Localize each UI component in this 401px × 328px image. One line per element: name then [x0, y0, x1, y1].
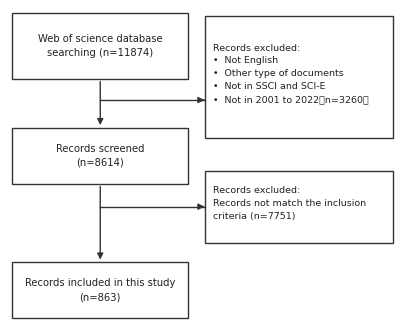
Text: Records included in this study
(n=863): Records included in this study (n=863): [25, 278, 176, 302]
FancyBboxPatch shape: [205, 171, 393, 243]
Text: Records screened
(n=8614): Records screened (n=8614): [56, 144, 144, 168]
FancyBboxPatch shape: [205, 16, 393, 138]
FancyBboxPatch shape: [12, 128, 188, 184]
Text: Records excluded:
Records not match the inclusion
criteria (n=7751): Records excluded: Records not match the …: [213, 186, 367, 221]
FancyBboxPatch shape: [12, 13, 188, 79]
Text: Records excluded:
•  Not English
•  Other type of documents
•  Not in SSCI and S: Records excluded: • Not English • Other …: [213, 44, 369, 104]
Text: Web of science database
searching (n=11874): Web of science database searching (n=118…: [38, 34, 162, 58]
FancyBboxPatch shape: [12, 262, 188, 318]
